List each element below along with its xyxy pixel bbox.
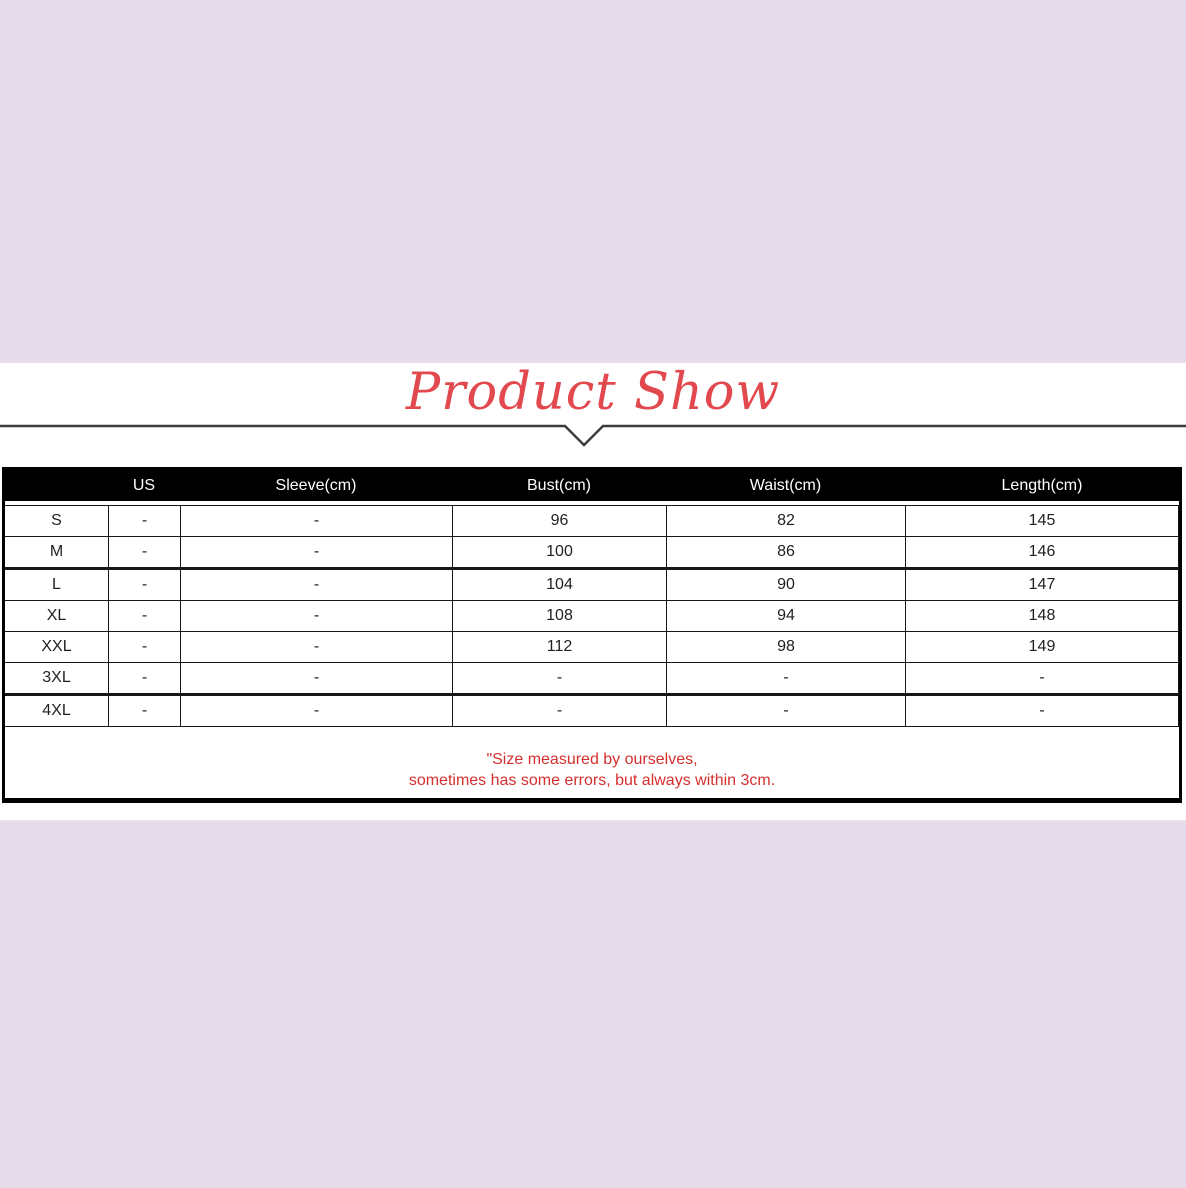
cell-us: -	[108, 696, 180, 726]
size-chart-header-row: US Sleeve(cm) Bust(cm) Waist(cm) Length(…	[5, 470, 1179, 501]
cell-us: -	[108, 570, 180, 600]
table-row-s: S - - 96 82 145	[5, 506, 1179, 537]
notch-divider-line	[0, 424, 1186, 447]
table-row-xxl: XXL - - 112 98 149	[5, 632, 1179, 663]
cell-length: 146	[905, 537, 1179, 567]
cell-waist: 82	[666, 506, 905, 536]
cell-sleeve: -	[180, 506, 452, 536]
cell-us: -	[108, 632, 180, 662]
section-title: Product Show	[405, 363, 781, 422]
cell-bust: 96	[452, 506, 666, 536]
cell-waist: 86	[666, 537, 905, 567]
size-chart: US Sleeve(cm) Bust(cm) Waist(cm) Length(…	[2, 467, 1182, 803]
size-label: L	[52, 576, 61, 593]
header-cell-label	[5, 470, 108, 501]
size-label: S	[51, 512, 62, 529]
header-cell-bust: Bust(cm)	[527, 477, 591, 494]
cell-sleeve: -	[180, 570, 452, 600]
cell-sleeve: -	[180, 601, 452, 631]
cell-us: -	[108, 601, 180, 631]
header-cell-sleeve: Sleeve(cm)	[275, 477, 357, 494]
disclaimer-line-1: "Size measured by ourselves,	[486, 751, 698, 768]
header-cell-us: US	[132, 477, 156, 494]
cell-sleeve: -	[180, 632, 452, 662]
cell-bust: 112	[452, 632, 666, 662]
table-row-l: L - - 104 90 147	[5, 570, 1179, 601]
cell-us: -	[108, 537, 180, 567]
cell-bust: 108	[452, 601, 666, 631]
size-label: 4XL	[42, 702, 71, 719]
cell-sleeve: -	[180, 537, 452, 567]
cell-us: -	[108, 506, 180, 536]
size-chart-grid: S - - 96 82 145 M - - 100 86 146 L - - 1…	[5, 505, 1179, 727]
cell-waist: 90	[666, 570, 905, 600]
cell-length: 148	[905, 601, 1179, 631]
cell-length: -	[905, 663, 1179, 693]
cell-length: 149	[905, 632, 1179, 662]
table-row-xl: XL - - 108 94 148	[5, 601, 1179, 632]
cell-bust: -	[452, 696, 666, 726]
cell-length: -	[905, 696, 1179, 726]
table-row-m: M - - 100 86 146	[5, 537, 1179, 570]
header-cell-length: Length(cm)	[1001, 477, 1083, 494]
bottom-lavender-band	[0, 820, 1186, 1188]
cell-bust: -	[452, 663, 666, 693]
size-label: XL	[46, 607, 67, 624]
size-label: XXL	[41, 638, 72, 655]
cell-length: 147	[905, 570, 1179, 600]
cell-waist: -	[666, 663, 905, 693]
cell-waist: -	[666, 696, 905, 726]
table-row-4xl: 4XL - - - - -	[5, 696, 1179, 727]
cell-sleeve: -	[180, 696, 452, 726]
cell-sleeve: -	[180, 663, 452, 693]
disclaimer-line-2: sometimes has some errors, but always wi…	[408, 772, 776, 789]
header-cell-waist: Waist(cm)	[749, 477, 822, 494]
cell-bust: 104	[452, 570, 666, 600]
cell-waist: 94	[666, 601, 905, 631]
size-disclaimer: "Size measured by ourselves, sometimes h…	[5, 749, 1179, 791]
size-label: 3XL	[42, 669, 71, 686]
size-label: M	[49, 543, 64, 560]
table-row-3xl: 3XL - - - - -	[5, 663, 1179, 696]
top-lavender-band	[0, 0, 1186, 363]
cell-us: -	[108, 663, 180, 693]
cell-length: 145	[905, 506, 1179, 536]
cell-bust: 100	[452, 537, 666, 567]
cell-waist: 98	[666, 632, 905, 662]
